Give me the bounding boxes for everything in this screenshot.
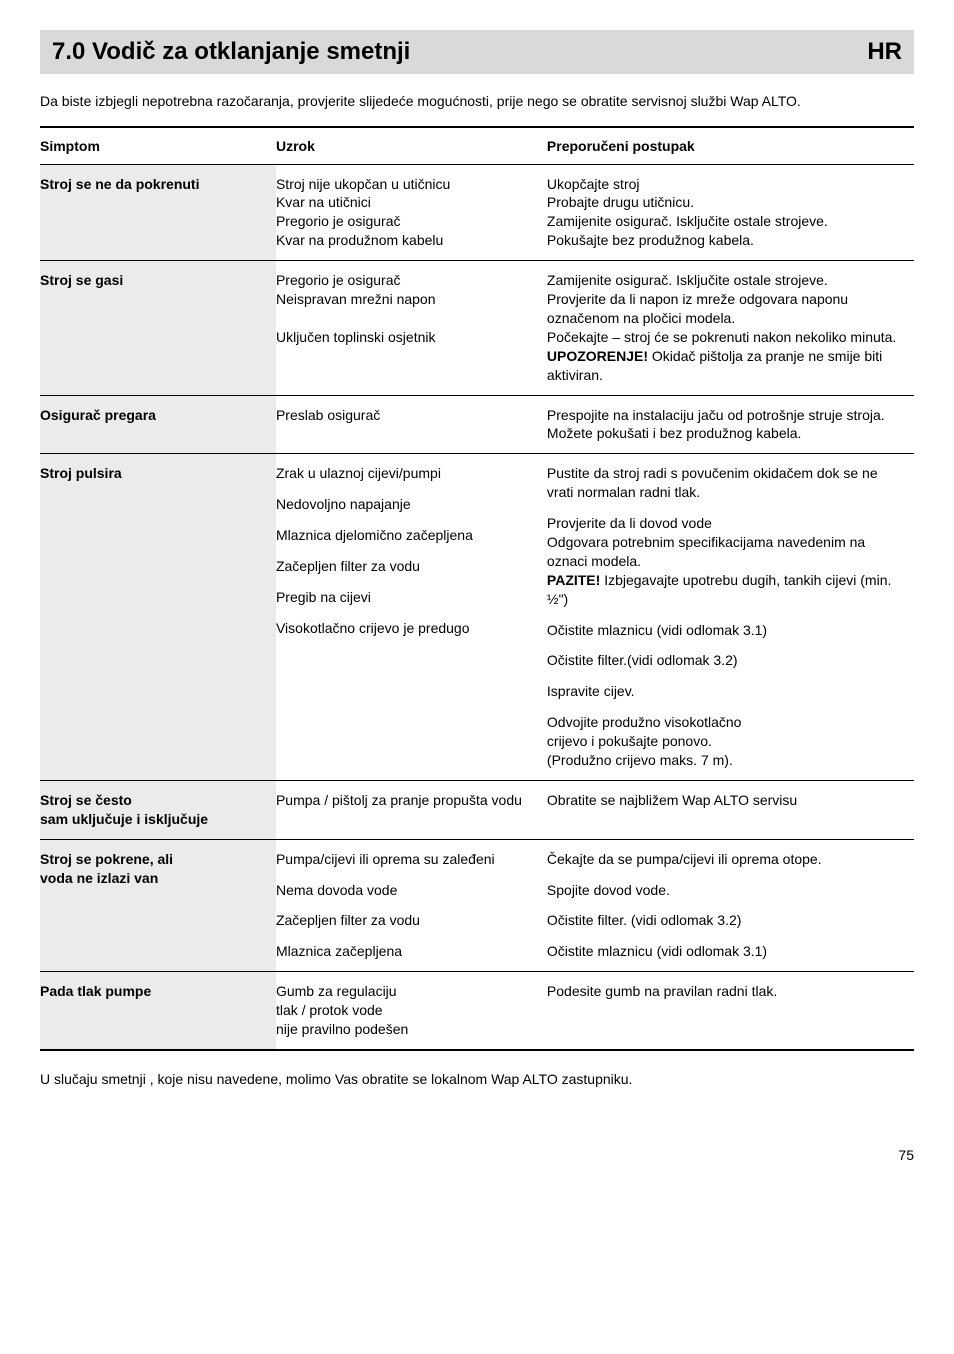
table-cell-cause: Gumb za regulacijutlak / protok vodenije… bbox=[276, 972, 547, 1050]
col-header-action: Preporučeni postupak bbox=[547, 127, 914, 165]
table-cell-cause: Stroj nije ukopčan u utičnicuKvar na uti… bbox=[276, 164, 547, 261]
intro-text: Da biste izbjegli nepotrebna razočaranja… bbox=[40, 92, 914, 112]
table-cell-symptom: Stroj se pokrene, alivoda ne izlazi van bbox=[40, 839, 276, 972]
table-cell-symptom: Osigurač pregara bbox=[40, 395, 276, 454]
language-code: HR bbox=[867, 38, 902, 66]
table-cell-action: Pustite da stroj radi s povučenim okidač… bbox=[547, 454, 914, 781]
table-cell-action: Prespojite na instalaciju jaču od potroš… bbox=[547, 395, 914, 454]
troubleshooting-table: Simptom Uzrok Preporučeni postupak Stroj… bbox=[40, 126, 914, 1051]
table-cell-symptom: Stroj se čestosam uključuje i isključuje bbox=[40, 780, 276, 839]
table-cell-action: Podesite gumb na pravilan radni tlak. bbox=[547, 972, 914, 1050]
page-number: 75 bbox=[40, 1147, 914, 1163]
table-cell-cause: Pumpa/cijevi ili oprema su zaleđeniNema … bbox=[276, 839, 547, 972]
table-cell-action: Zamijenite osigurač. Isključite ostale s… bbox=[547, 261, 914, 395]
table-cell-symptom: Pada tlak pumpe bbox=[40, 972, 276, 1050]
table-cell-symptom: Stroj se gasi bbox=[40, 261, 276, 395]
table-cell-cause: Pumpa / pištolj za pranje propušta vodu bbox=[276, 780, 547, 839]
table-cell-symptom: Stroj se ne da pokrenuti bbox=[40, 164, 276, 261]
section-title: 7.0 Vodič za otklanjanje smetnji bbox=[52, 38, 410, 66]
table-cell-symptom: Stroj pulsira bbox=[40, 454, 276, 781]
table-cell-action: Ukopčajte strojProbajte drugu utičnicu.Z… bbox=[547, 164, 914, 261]
outro-text: U slučaju smetnji , koje nisu navedene, … bbox=[40, 1071, 914, 1087]
table-cell-cause: Preslab osigurač bbox=[276, 395, 547, 454]
section-header: 7.0 Vodič za otklanjanje smetnji HR bbox=[40, 30, 914, 74]
table-cell-action: Čekajte da se pumpa/cijevi ili oprema ot… bbox=[547, 839, 914, 972]
col-header-cause: Uzrok bbox=[276, 127, 547, 165]
table-cell-action: Obratite se najbližem Wap ALTO servisu bbox=[547, 780, 914, 839]
table-cell-cause: Pregorio je osiguračNeispravan mrežni na… bbox=[276, 261, 547, 395]
col-header-symptom: Simptom bbox=[40, 127, 276, 165]
table-cell-cause: Zrak u ulaznoj cijevi/pumpiNedovoljno na… bbox=[276, 454, 547, 781]
